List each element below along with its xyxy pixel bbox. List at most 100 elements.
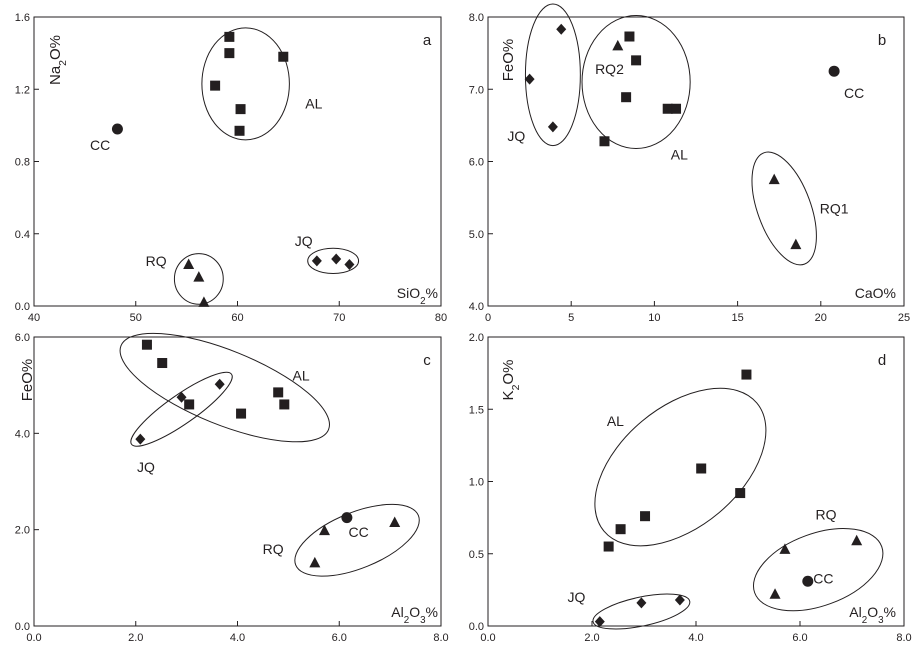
point-jq bbox=[556, 23, 567, 35]
point-rq bbox=[769, 588, 781, 599]
point-al bbox=[662, 103, 673, 114]
point-al bbox=[236, 408, 247, 419]
x-tick-label: 0.0 bbox=[480, 632, 495, 644]
point-rq bbox=[318, 524, 330, 536]
y-tick-label: 0.8 bbox=[15, 157, 30, 169]
group-label-rq1: RQ1 bbox=[820, 200, 849, 216]
x-tick-label: 70 bbox=[333, 312, 345, 324]
point-cc bbox=[111, 123, 123, 135]
point-al bbox=[273, 387, 284, 398]
x-tick-label: 60 bbox=[231, 312, 243, 324]
point-jq bbox=[214, 378, 225, 390]
point-al bbox=[640, 511, 651, 522]
point-jq bbox=[176, 391, 187, 403]
group-label-al: AL bbox=[305, 96, 322, 112]
point-cc bbox=[828, 65, 840, 77]
point-al bbox=[696, 463, 707, 474]
y-tick-label: 0.5 bbox=[469, 549, 484, 561]
group-label-jq: JQ bbox=[137, 459, 155, 475]
y-tick-label: 2.0 bbox=[469, 332, 484, 344]
point-jq bbox=[331, 253, 342, 265]
point-cc bbox=[802, 575, 814, 587]
point-al bbox=[603, 541, 614, 552]
point-rq bbox=[779, 543, 791, 554]
x-axis-label: Al2O3% bbox=[391, 604, 438, 626]
x-tick-label: 0 bbox=[485, 312, 491, 324]
panel-letter: a bbox=[423, 32, 432, 49]
group-ellipse-al bbox=[201, 27, 290, 141]
y-axis-label: FeO% bbox=[500, 39, 517, 82]
plot-frame bbox=[487, 336, 905, 627]
x-tick-label: 50 bbox=[130, 312, 142, 324]
plot-frame bbox=[487, 16, 905, 307]
group-ellipse-jq bbox=[524, 3, 581, 147]
annotation-cc: CC bbox=[813, 570, 833, 586]
point-rq bbox=[193, 271, 205, 282]
point-al bbox=[184, 399, 195, 410]
point-al bbox=[279, 399, 290, 410]
group-ellipse-rq bbox=[173, 253, 224, 305]
y-tick-label: 4.0 bbox=[469, 301, 484, 313]
group-ellipse-jq bbox=[592, 593, 691, 630]
panel-d: 0.0 2.0 4.0 6.0 8.0 0.0 0.5 1.0 1.5 2.0 Al2O3% K2O%… bbox=[469, 332, 912, 644]
group-label-jq: JQ bbox=[507, 128, 525, 144]
x-tick-label: 4.0 bbox=[230, 632, 245, 644]
panel-a: 40 50 60 70 80 0.0 0.4 0.8 1.2 1.6 SiO2% Na2O% a AL RQ… bbox=[15, 12, 447, 324]
point-rq2 bbox=[612, 39, 624, 51]
point-jq bbox=[344, 258, 355, 270]
point-rq bbox=[389, 516, 401, 527]
panel-letter: d bbox=[878, 352, 886, 369]
group-ellipse-al bbox=[581, 15, 691, 149]
group-label-jq: JQ bbox=[295, 233, 313, 249]
y-tick-label: 0.0 bbox=[469, 621, 484, 633]
panel-letter: b bbox=[878, 32, 886, 49]
x-tick-label: 25 bbox=[898, 312, 910, 324]
point-al bbox=[624, 31, 635, 42]
annotation-rq2: RQ2 bbox=[595, 61, 624, 77]
y-tick-label: 0.0 bbox=[15, 621, 30, 633]
point-al bbox=[631, 55, 642, 66]
panel-c: 0.0 2.0 4.0 6.0 8.0 0.0 2.0 4.0 6.0 Al2O3% FeO% c AL… bbox=[15, 332, 449, 644]
y-tick-label: 5.0 bbox=[469, 229, 484, 241]
point-rq bbox=[198, 296, 210, 307]
point-rq bbox=[309, 556, 321, 568]
y-tick-label: 1.0 bbox=[469, 477, 484, 489]
group-label-rq: RQ bbox=[263, 541, 284, 557]
point-al bbox=[235, 104, 246, 115]
y-tick-label: 8.0 bbox=[469, 12, 484, 24]
group-label-al: AL bbox=[607, 413, 624, 429]
x-tick-label: 6.0 bbox=[332, 632, 347, 644]
annotation-cc: CC bbox=[844, 85, 864, 101]
x-axis-label: SiO2% bbox=[397, 285, 438, 307]
group-ellipse-jq bbox=[130, 371, 233, 447]
point-jq bbox=[547, 121, 558, 133]
group-ellipse-rq1 bbox=[751, 151, 817, 266]
point-jq bbox=[636, 597, 647, 609]
point-rq bbox=[183, 258, 195, 269]
group-label-al: AL bbox=[293, 368, 310, 384]
point-jq bbox=[674, 594, 685, 606]
x-tick-label: 40 bbox=[28, 312, 40, 324]
y-tick-label: 1.6 bbox=[15, 12, 30, 24]
group-label-jq: JQ bbox=[567, 589, 585, 605]
x-tick-label: 2.0 bbox=[128, 632, 143, 644]
y-tick-label: 2.0 bbox=[15, 525, 30, 537]
point-al bbox=[224, 31, 235, 42]
group-label-al: AL bbox=[671, 146, 688, 162]
panel-letter: c bbox=[423, 352, 431, 369]
x-tick-label: 10 bbox=[648, 312, 660, 324]
point-rq1 bbox=[768, 173, 780, 185]
y-tick-label: 0.4 bbox=[15, 229, 30, 241]
point-al bbox=[621, 92, 632, 103]
point-al bbox=[141, 339, 152, 350]
y-tick-label: 1.2 bbox=[15, 84, 30, 96]
x-tick-label: 20 bbox=[815, 312, 827, 324]
point-al bbox=[735, 488, 746, 499]
annotation-cc: CC bbox=[90, 137, 110, 153]
group-ellipse-al bbox=[119, 332, 330, 443]
plot-frame bbox=[33, 336, 442, 627]
point-al bbox=[157, 358, 168, 369]
x-tick-label: 6.0 bbox=[792, 632, 807, 644]
point-al bbox=[210, 80, 221, 91]
group-ellipse-jq bbox=[307, 247, 360, 274]
